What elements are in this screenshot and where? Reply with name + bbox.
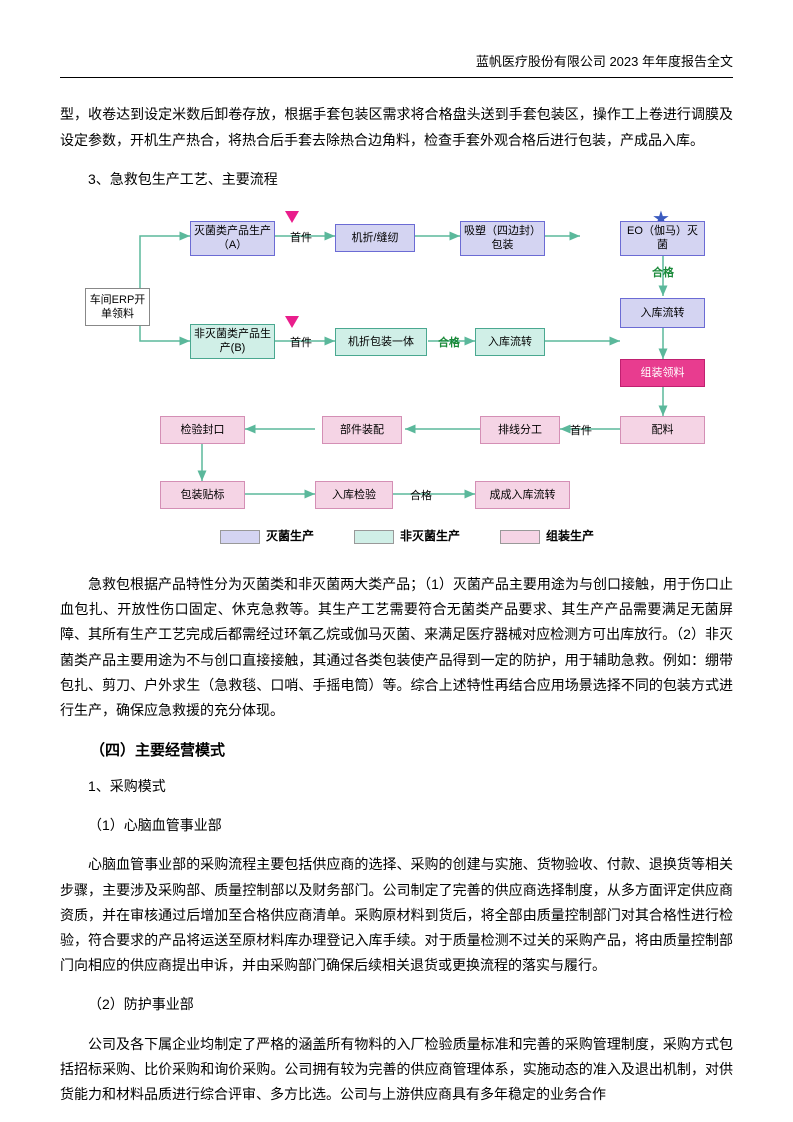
label-pass-1: 合格 <box>652 264 674 284</box>
legend-3: 组装生产 <box>500 526 594 548</box>
label-first-1: 首件 <box>290 229 312 249</box>
flowchart-legend: 灭菌生产 非灭菌生产 组装生产 <box>220 526 594 548</box>
marker-pink-2 <box>285 316 299 328</box>
node-parts: 部件装配 <box>322 416 402 444</box>
node-instock-check: 入库检验 <box>315 481 393 509</box>
node-sort: 排线分工 <box>480 416 560 444</box>
paragraph-8: 公司及各下属企业均制定了严格的涵盖所有物料的入厂检验质量标准和完善的采购管理制度… <box>60 1032 733 1108</box>
label-first-2: 首件 <box>290 334 312 354</box>
node-a: 灭菌类产品生产（A） <box>190 221 275 256</box>
legend-3-label: 组装生产 <box>546 526 594 548</box>
label-pass-2: 合格 <box>438 334 460 354</box>
legend-1: 灭菌生产 <box>220 526 314 548</box>
node-instock2: 入库流转 <box>475 328 545 356</box>
node-b: 非灭菌类产品生产(B) <box>190 324 275 359</box>
paragraph-3: 急救包根据产品特性分为灭菌类和非灭菌两大类产品；（1）灭菌产品主要用途为与创口接… <box>60 572 733 723</box>
node-match: 配料 <box>620 416 705 444</box>
node-eo: EO（伽马）灭菌 <box>620 221 705 256</box>
node-assemble: 组装领料 <box>620 359 705 387</box>
marker-pink-1 <box>285 211 299 223</box>
node-fold: 机折/缝纫 <box>335 224 415 252</box>
paragraph-6: 心脑血管事业部的采购流程主要包括供应商的选择、采购的创建与实施、货物验收、付款、… <box>60 852 733 978</box>
label-first-3: 首件 <box>570 422 592 442</box>
page-header: 蓝帆医疗股份有限公司 2023 年年度报告全文 <box>60 50 733 78</box>
legend-2-label: 非灭菌生产 <box>400 526 460 548</box>
node-pack-label: 包装贴标 <box>160 481 245 509</box>
paragraph-2: 3、急救包生产工艺、主要流程 <box>60 167 733 192</box>
node-inspect-seal: 检验封口 <box>160 416 245 444</box>
paragraph-4: 1、采购模式 <box>60 774 733 799</box>
section-4-heading: （四）主要经营模式 <box>60 737 733 764</box>
flowchart: ★ 车间ERP开单领料 灭菌类产品生产（A） 首件 机折/缝纫 吸塑（四边封）包… <box>60 206 733 556</box>
node-instock1: 入库流转 <box>620 298 705 328</box>
node-foldpack: 机折包装一体 <box>335 328 427 356</box>
paragraph-1: 型，收卷达到设定米数后卸卷存放，根据手套包装区需求将合格盘头送到手套包装区，操作… <box>60 102 733 152</box>
node-erp: 车间ERP开单领料 <box>85 288 150 326</box>
paragraph-7: （2）防护事业部 <box>60 992 733 1017</box>
node-finished: 成成入库流转 <box>475 481 570 509</box>
paragraph-5: （1）心脑血管事业部 <box>60 813 733 838</box>
label-pass-3: 合格 <box>410 487 432 507</box>
legend-1-label: 灭菌生产 <box>266 526 314 548</box>
legend-2: 非灭菌生产 <box>354 526 460 548</box>
node-blister: 吸塑（四边封）包装 <box>460 221 545 256</box>
